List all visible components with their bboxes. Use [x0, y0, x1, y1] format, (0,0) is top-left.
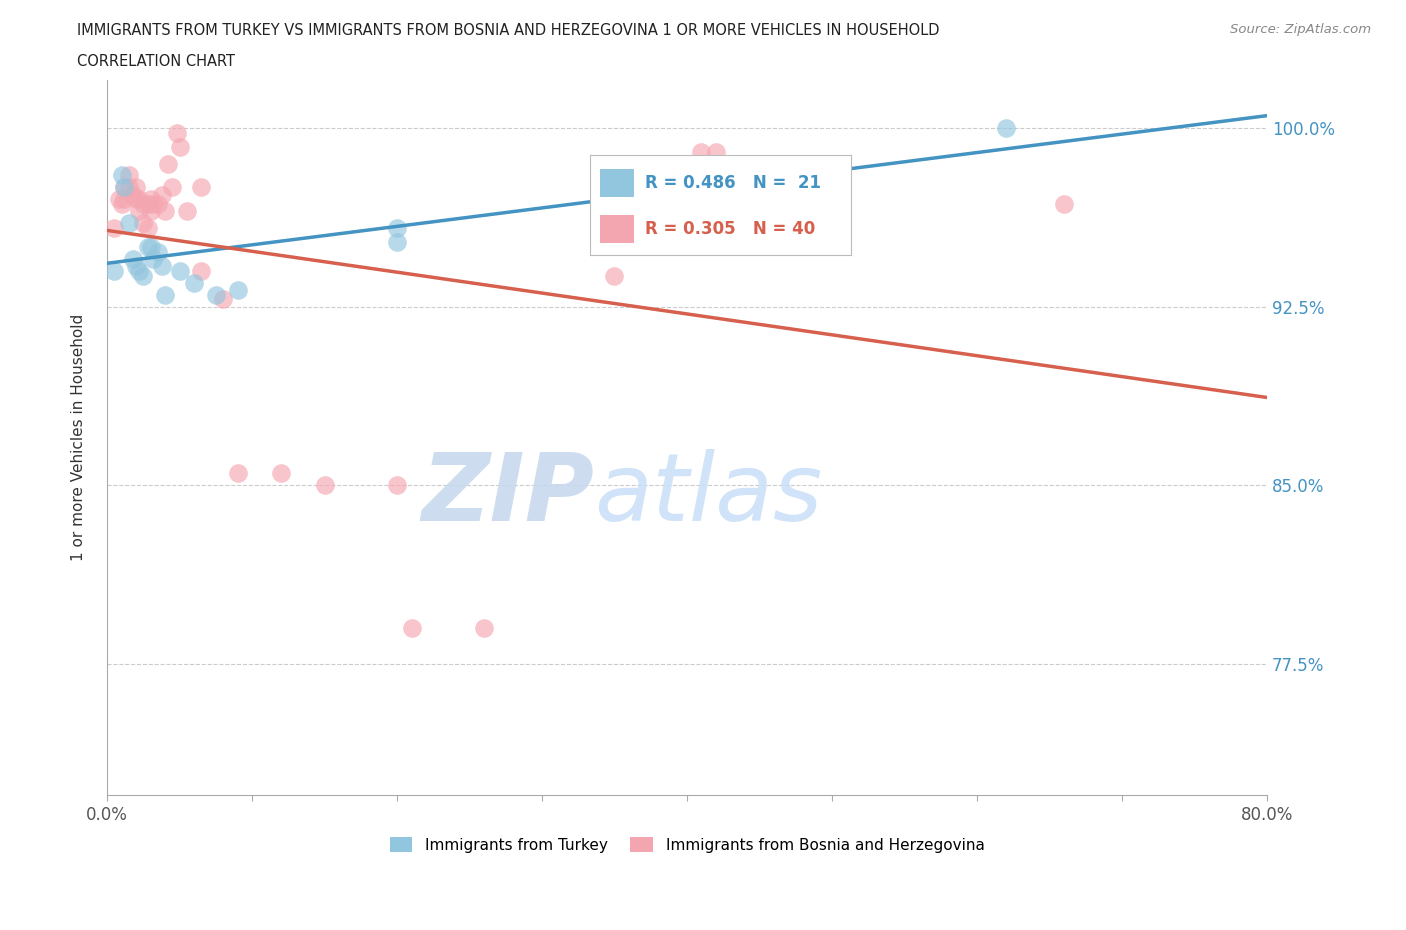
Legend: Immigrants from Turkey, Immigrants from Bosnia and Herzegovina: Immigrants from Turkey, Immigrants from … — [384, 831, 991, 859]
Point — [226, 466, 249, 481]
Point — [139, 240, 162, 255]
Point — [139, 204, 162, 219]
Point — [1053, 196, 1076, 211]
Point — [118, 179, 141, 194]
Point — [118, 216, 141, 231]
Point — [128, 192, 150, 206]
Point — [270, 466, 292, 481]
Point — [204, 287, 226, 302]
Point — [472, 621, 495, 636]
Point — [169, 263, 191, 278]
Point — [603, 268, 626, 283]
Text: ZIP: ZIP — [422, 449, 595, 541]
Point — [153, 204, 176, 219]
Point — [190, 263, 212, 278]
Point — [142, 251, 165, 266]
Point — [401, 621, 423, 636]
Point — [114, 192, 136, 206]
Point — [156, 156, 179, 171]
Text: R = 0.486   N =  21: R = 0.486 N = 21 — [645, 174, 821, 192]
Point — [128, 204, 150, 219]
Point — [136, 220, 159, 235]
Point — [136, 196, 159, 211]
Point — [110, 168, 132, 183]
Text: IMMIGRANTS FROM TURKEY VS IMMIGRANTS FROM BOSNIA AND HERZEGOVINA 1 OR MORE VEHIC: IMMIGRANTS FROM TURKEY VS IMMIGRANTS FRO… — [77, 23, 939, 38]
Point — [385, 220, 408, 235]
Point — [150, 187, 173, 202]
FancyBboxPatch shape — [600, 215, 634, 243]
Point — [132, 268, 155, 283]
Point — [994, 120, 1017, 135]
Point — [128, 263, 150, 278]
Point — [107, 192, 129, 206]
Point — [190, 179, 212, 194]
FancyBboxPatch shape — [600, 168, 634, 196]
Point — [226, 283, 249, 298]
Y-axis label: 1 or more Vehicles in Household: 1 or more Vehicles in Household — [72, 314, 86, 562]
Text: atlas: atlas — [595, 449, 823, 540]
Text: R = 0.305   N = 40: R = 0.305 N = 40 — [645, 219, 815, 238]
Point — [132, 196, 155, 211]
Point — [153, 287, 176, 302]
Point — [118, 168, 141, 183]
Point — [212, 292, 235, 307]
Point — [162, 179, 184, 194]
Point — [125, 192, 148, 206]
Point — [136, 240, 159, 255]
Text: Source: ZipAtlas.com: Source: ZipAtlas.com — [1230, 23, 1371, 36]
Point — [704, 144, 727, 159]
Point — [110, 196, 132, 211]
Point — [146, 245, 169, 259]
Point — [314, 478, 336, 493]
Point — [142, 196, 165, 211]
Point — [139, 192, 162, 206]
Point — [114, 179, 136, 194]
Point — [690, 144, 713, 159]
Point — [125, 179, 148, 194]
Point — [125, 259, 148, 273]
Point — [146, 196, 169, 211]
Point — [114, 179, 136, 194]
Point — [166, 126, 188, 140]
Point — [122, 187, 145, 202]
Text: CORRELATION CHART: CORRELATION CHART — [77, 54, 235, 69]
Point — [103, 220, 125, 235]
Point — [183, 275, 205, 290]
Point — [176, 204, 198, 219]
Point — [132, 216, 155, 231]
Point — [122, 251, 145, 266]
Point — [150, 259, 173, 273]
Point — [103, 263, 125, 278]
Point — [385, 478, 408, 493]
Point — [385, 234, 408, 249]
Point — [169, 140, 191, 154]
